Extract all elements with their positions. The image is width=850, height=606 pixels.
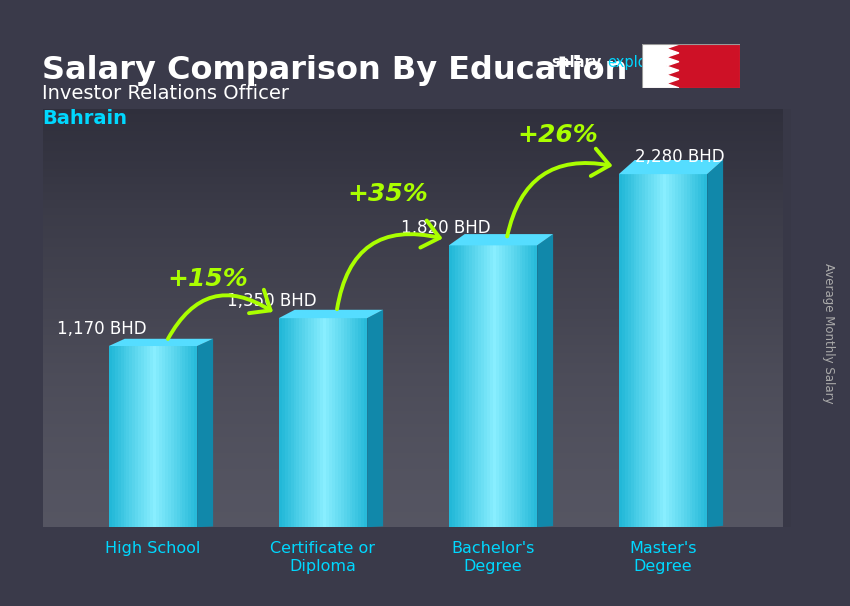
- Text: 1,170 BHD: 1,170 BHD: [57, 319, 147, 338]
- Text: 1,820 BHD: 1,820 BHD: [400, 219, 490, 237]
- Text: Bahrain: Bahrain: [42, 109, 128, 128]
- Text: Average Monthly Salary: Average Monthly Salary: [822, 263, 836, 404]
- Text: explorer.com: explorer.com: [607, 55, 702, 70]
- Polygon shape: [367, 310, 383, 527]
- Polygon shape: [279, 310, 383, 318]
- Polygon shape: [109, 339, 213, 346]
- Text: +35%: +35%: [347, 182, 428, 206]
- Text: salary: salary: [551, 55, 602, 70]
- Polygon shape: [642, 44, 679, 88]
- Polygon shape: [537, 234, 553, 527]
- Polygon shape: [449, 234, 553, 245]
- Text: Salary Comparison By Education: Salary Comparison By Education: [42, 55, 628, 85]
- FancyArrowPatch shape: [337, 221, 439, 309]
- Polygon shape: [707, 160, 723, 527]
- Text: 1,350 BHD: 1,350 BHD: [227, 291, 317, 310]
- FancyArrowPatch shape: [168, 290, 270, 339]
- Text: +15%: +15%: [167, 267, 248, 291]
- Text: +26%: +26%: [517, 124, 598, 147]
- Polygon shape: [619, 160, 723, 174]
- Text: Investor Relations Officer: Investor Relations Officer: [42, 84, 290, 103]
- FancyArrowPatch shape: [507, 148, 609, 236]
- Polygon shape: [197, 339, 213, 527]
- Text: 2,280 BHD: 2,280 BHD: [635, 148, 725, 165]
